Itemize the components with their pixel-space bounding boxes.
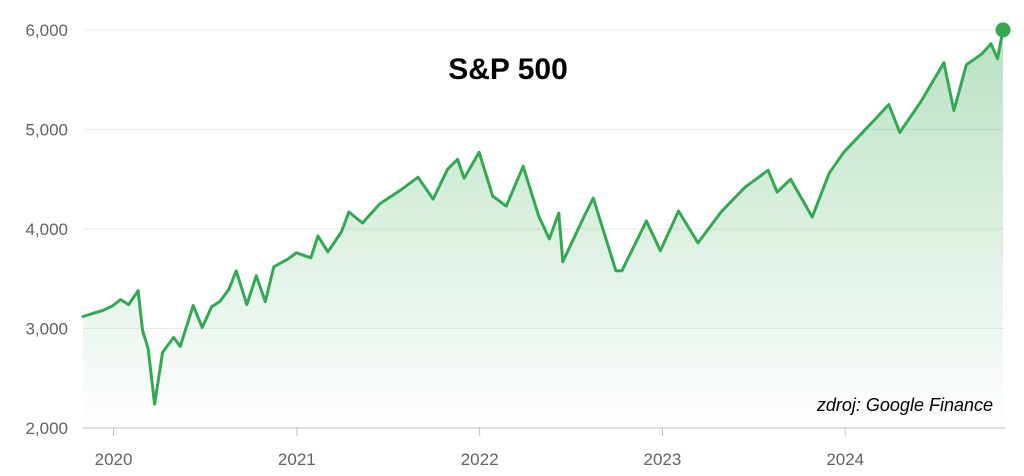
x-tick-label: 2023 — [644, 450, 682, 469]
y-axis-labels: 2,000 3,000 4,000 5,000 6,000 — [25, 21, 68, 438]
series-line — [81, 28, 1005, 406]
area-fill — [83, 29, 1003, 429]
x-tick-label: 2020 — [95, 450, 133, 469]
y-tick-label: 3,000 — [25, 319, 68, 338]
y-tick-label: 5,000 — [25, 120, 68, 139]
x-tick-label: 2021 — [278, 450, 316, 469]
chart-title: S&P 500 — [448, 53, 568, 86]
source-note: zdroj: Google Finance — [816, 395, 993, 415]
y-tick-label: 6,000 — [25, 21, 68, 40]
latest-value-dot — [995, 22, 1011, 38]
x-tick-label: 2024 — [826, 450, 864, 469]
y-tick-label: 4,000 — [25, 220, 68, 239]
x-tick-label: 2022 — [461, 450, 499, 469]
y-tick-label: 2,000 — [25, 419, 68, 438]
x-axis-labels: 2020 2021 2022 2023 2024 — [95, 450, 865, 469]
